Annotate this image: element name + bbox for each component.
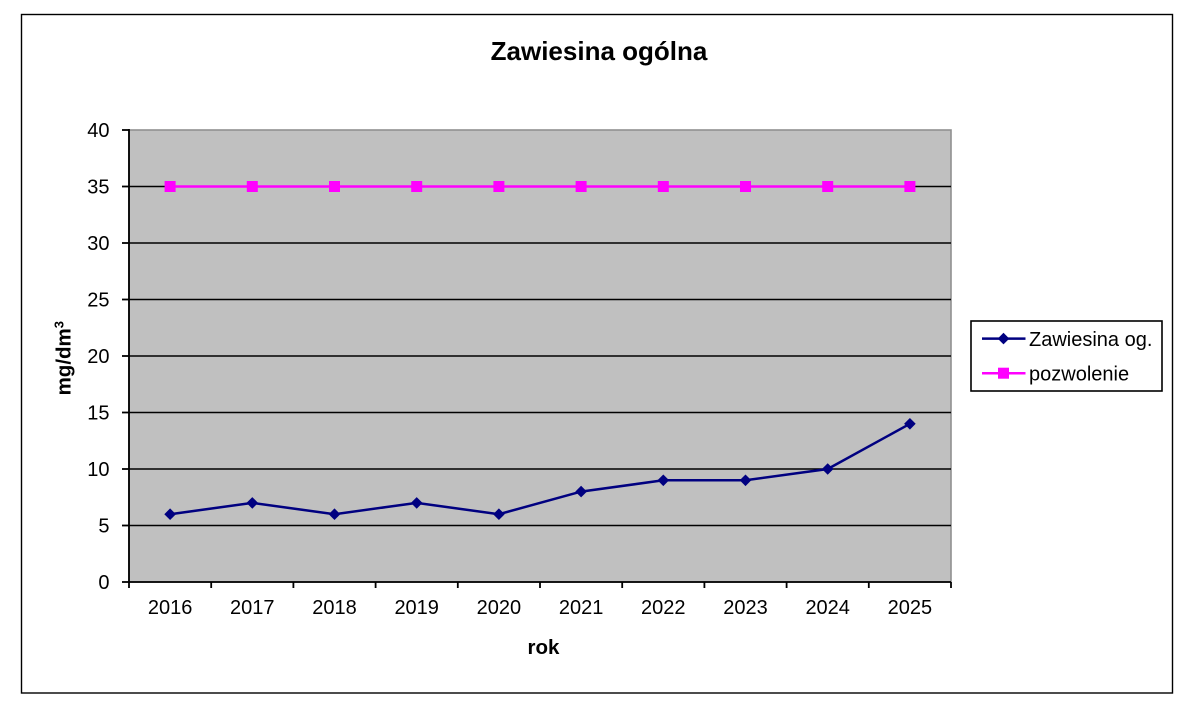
svg-text:35: 35 <box>87 177 109 199</box>
svg-text:10: 10 <box>87 459 109 481</box>
svg-text:rok: rok <box>528 636 561 659</box>
svg-text:2022: 2022 <box>641 597 686 619</box>
svg-text:2020: 2020 <box>477 597 522 619</box>
svg-text:0: 0 <box>98 572 109 594</box>
svg-text:2023: 2023 <box>723 597 768 619</box>
svg-text:25: 25 <box>87 290 109 312</box>
svg-text:2018: 2018 <box>312 597 357 619</box>
svg-text:pozwolenie: pozwolenie <box>1029 364 1129 386</box>
svg-text:20: 20 <box>87 346 109 368</box>
svg-text:2025: 2025 <box>888 597 933 619</box>
svg-text:2024: 2024 <box>805 597 850 619</box>
svg-text:mg/dm3: mg/dm3 <box>52 321 76 395</box>
svg-text:2019: 2019 <box>394 597 439 619</box>
svg-text:30: 30 <box>87 233 109 255</box>
svg-text:Zawiesina ogólna: Zawiesina ogólna <box>491 36 708 66</box>
svg-text:Zawiesina og.: Zawiesina og. <box>1029 329 1152 351</box>
svg-text:5: 5 <box>98 516 109 538</box>
svg-text:2016: 2016 <box>148 597 193 619</box>
svg-text:40: 40 <box>87 120 109 142</box>
svg-text:2021: 2021 <box>559 597 604 619</box>
svg-text:2017: 2017 <box>230 597 275 619</box>
svg-text:15: 15 <box>87 403 109 425</box>
